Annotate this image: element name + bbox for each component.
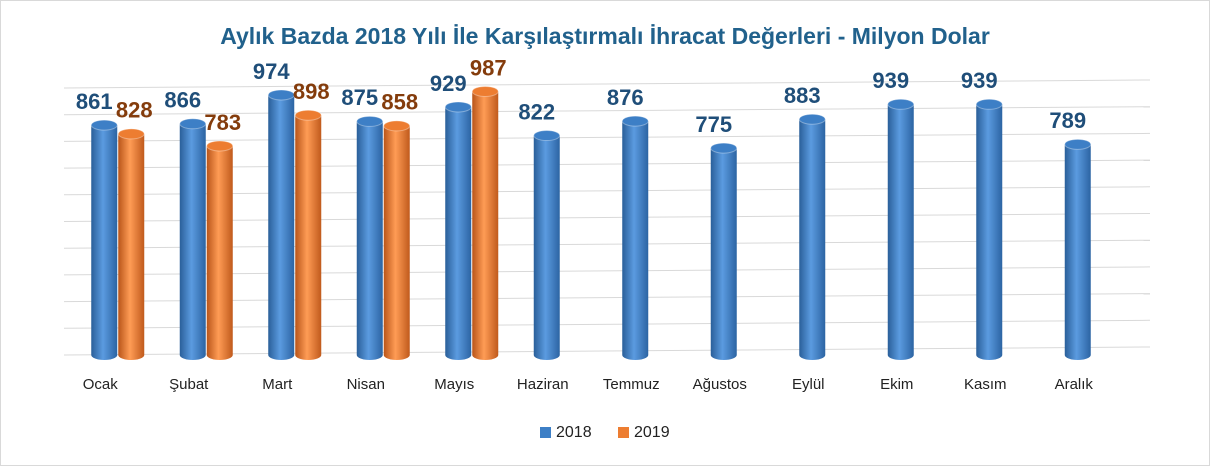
bar bbox=[179, 123, 206, 360]
bar-top bbox=[206, 140, 234, 152]
data-label: 828 bbox=[116, 98, 153, 123]
bar bbox=[976, 104, 1003, 360]
data-label: 783 bbox=[204, 110, 241, 135]
bar-top bbox=[179, 118, 207, 130]
bar bbox=[622, 121, 649, 360]
bar bbox=[206, 145, 233, 360]
x-tick-label: Aralık bbox=[1055, 376, 1094, 393]
data-label: 789 bbox=[1049, 108, 1086, 133]
bar bbox=[268, 94, 295, 360]
chart-title: Aylık Bazda 2018 Yılı İle Karşılaştırmal… bbox=[220, 23, 990, 49]
data-label: 875 bbox=[341, 85, 378, 110]
bar-top bbox=[444, 101, 472, 113]
bar bbox=[1064, 144, 1091, 360]
bar-top bbox=[90, 119, 118, 131]
bar bbox=[118, 133, 145, 360]
bar bbox=[887, 104, 914, 360]
data-label: 866 bbox=[164, 88, 201, 113]
bar-top bbox=[975, 98, 1003, 110]
x-tick-label: Şubat bbox=[169, 376, 209, 393]
grid-line bbox=[63, 186, 1151, 196]
grid-line bbox=[63, 159, 1151, 169]
bar-top bbox=[294, 109, 322, 121]
grid-line bbox=[63, 266, 1151, 276]
grid-line bbox=[63, 293, 1151, 303]
bar-top bbox=[471, 85, 499, 97]
x-tick-label: Mayıs bbox=[434, 376, 474, 393]
data-label: 974 bbox=[253, 59, 290, 84]
bar bbox=[445, 106, 472, 360]
data-label: 861 bbox=[76, 89, 113, 114]
grid-line bbox=[63, 319, 1151, 329]
bar bbox=[533, 135, 560, 360]
legend-swatch bbox=[540, 427, 551, 438]
bar-top bbox=[267, 89, 295, 101]
data-label: 876 bbox=[607, 85, 644, 110]
data-label: 883 bbox=[784, 83, 821, 108]
data-label: 898 bbox=[293, 79, 330, 104]
data-label: 929 bbox=[430, 71, 467, 96]
bar bbox=[356, 121, 383, 360]
grid-line bbox=[63, 106, 1151, 116]
legend-label: 2019 bbox=[634, 424, 670, 441]
data-label: 858 bbox=[381, 90, 418, 115]
bar-top bbox=[383, 120, 411, 132]
x-tick-label: Ağustos bbox=[693, 376, 747, 393]
bar-top bbox=[117, 128, 145, 140]
data-label: 939 bbox=[961, 68, 998, 93]
x-tick-label: Kasım bbox=[964, 376, 1007, 393]
x-tick-label: Haziran bbox=[517, 376, 569, 393]
x-tick-label: Eylül bbox=[792, 376, 825, 393]
x-tick-label: Ekim bbox=[880, 376, 913, 393]
bar bbox=[295, 115, 322, 360]
bar bbox=[799, 119, 826, 360]
bar bbox=[710, 148, 737, 360]
bar-top bbox=[621, 115, 649, 127]
grid-line bbox=[63, 79, 1151, 89]
legend-label: 2018 bbox=[556, 424, 592, 441]
bar-top bbox=[356, 115, 384, 127]
bar-top bbox=[710, 142, 738, 154]
bar bbox=[91, 125, 118, 360]
x-tick-label: Mart bbox=[262, 376, 293, 393]
bar-top bbox=[798, 113, 826, 125]
grid-line bbox=[63, 239, 1151, 249]
data-label: 822 bbox=[518, 99, 555, 124]
x-tick-label: Ocak bbox=[83, 376, 119, 393]
data-label: 775 bbox=[695, 112, 732, 137]
x-tick-label: Nisan bbox=[347, 376, 385, 393]
x-tick-label: Temmuz bbox=[603, 376, 660, 393]
data-label: 987 bbox=[470, 55, 507, 80]
bar bbox=[472, 91, 499, 360]
data-label: 939 bbox=[872, 68, 909, 93]
grid-line bbox=[63, 213, 1151, 222]
grid-line bbox=[63, 132, 1151, 142]
bar-top bbox=[533, 130, 561, 142]
grid-line bbox=[63, 346, 1151, 356]
bar-top bbox=[887, 98, 915, 110]
legend-swatch bbox=[618, 427, 629, 438]
bar bbox=[383, 125, 410, 360]
bar-top bbox=[1064, 138, 1092, 150]
